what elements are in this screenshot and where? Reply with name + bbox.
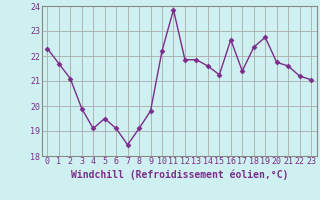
X-axis label: Windchill (Refroidissement éolien,°C): Windchill (Refroidissement éolien,°C) bbox=[70, 169, 288, 180]
